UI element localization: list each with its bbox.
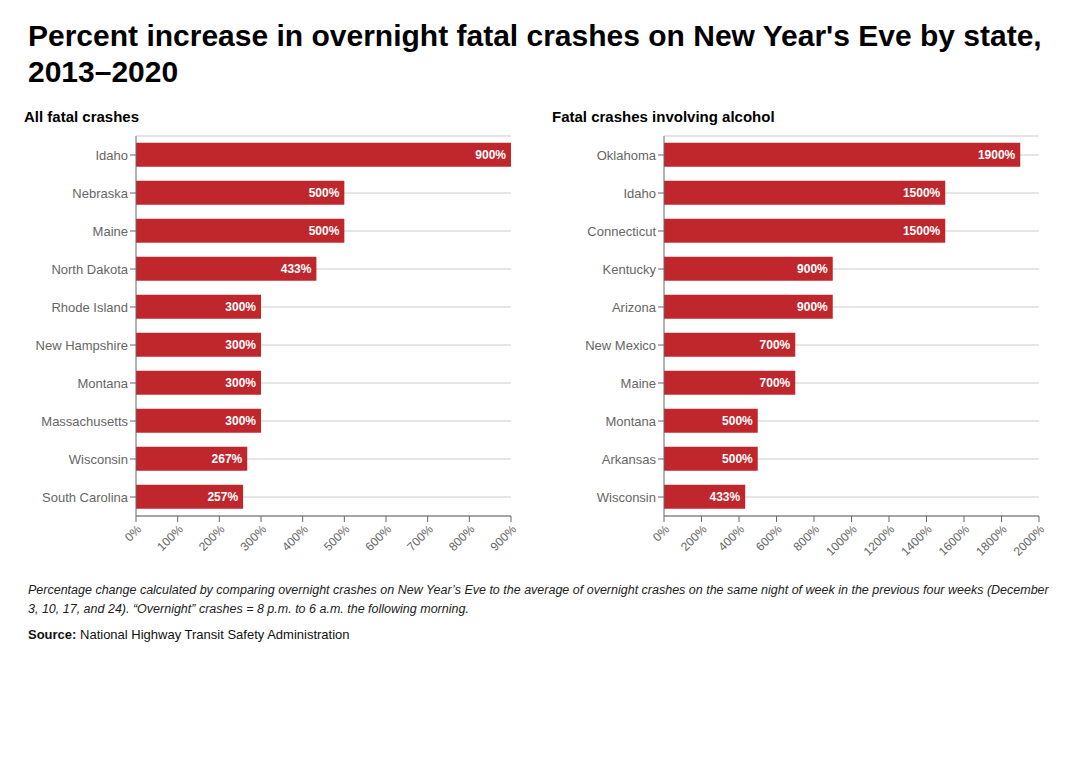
svg-text:900%: 900% — [488, 522, 520, 554]
svg-text:267%: 267% — [212, 452, 243, 466]
svg-text:2000%: 2000% — [1011, 522, 1048, 559]
svg-text:300%: 300% — [238, 522, 270, 554]
svg-text:Rhode Island: Rhode Island — [51, 300, 128, 315]
svg-text:300%: 300% — [225, 376, 256, 390]
svg-text:600%: 600% — [753, 522, 785, 554]
svg-text:800%: 800% — [791, 522, 823, 554]
svg-text:600%: 600% — [363, 522, 395, 554]
html-text:Percentage change calculated b: Percentage change calculated by comparin… — [28, 583, 1049, 616]
svg-text:500%: 500% — [722, 452, 753, 466]
svg-text:1600%: 1600% — [936, 522, 973, 559]
svg-text:700%: 700% — [760, 338, 791, 352]
svg-text:300%: 300% — [225, 300, 256, 314]
svg-text:Maine: Maine — [93, 224, 128, 239]
html-text:Fatal crashes involving alcoho: Fatal crashes involving alcohol — [552, 108, 775, 125]
svg-text:Arkansas: Arkansas — [602, 452, 657, 467]
html-text:Source: National Highway Trans: Source: National Highway Transit Safety … — [28, 626, 350, 642]
svg-text:500%: 500% — [309, 224, 340, 238]
svg-text:433%: 433% — [281, 262, 312, 276]
svg-text:500%: 500% — [321, 522, 353, 554]
svg-text:100%: 100% — [154, 522, 186, 554]
svg-text:700%: 700% — [404, 522, 436, 554]
svg-text:Connecticut: Connecticut — [587, 224, 656, 239]
svg-text:1200%: 1200% — [861, 522, 898, 559]
svg-text:1400%: 1400% — [898, 522, 935, 559]
svg-text:1500%: 1500% — [903, 224, 941, 238]
svg-text:900%: 900% — [797, 262, 828, 276]
svg-text:400%: 400% — [279, 522, 311, 554]
svg-text:1500%: 1500% — [903, 186, 941, 200]
svg-text:Nebraska: Nebraska — [72, 186, 128, 201]
svg-text:New Mexico: New Mexico — [585, 338, 656, 353]
svg-text:Arizona: Arizona — [612, 300, 657, 315]
svg-text:257%: 257% — [207, 490, 238, 504]
svg-text:800%: 800% — [446, 522, 478, 554]
svg-text:300%: 300% — [225, 414, 256, 428]
svg-text:Kentucky: Kentucky — [603, 262, 657, 277]
svg-text:0%: 0% — [122, 522, 144, 544]
html-text:Percent increase in overnight: Percent increase in overnight fatal cras… — [28, 19, 1042, 88]
svg-text:0%: 0% — [650, 522, 672, 544]
svg-text:North Dakota: North Dakota — [51, 262, 128, 277]
svg-text:Idaho: Idaho — [623, 186, 656, 201]
svg-text:Wisconsin: Wisconsin — [69, 452, 128, 467]
svg-text:400%: 400% — [716, 522, 748, 554]
svg-text:Montana: Montana — [77, 376, 128, 391]
svg-text:Maine: Maine — [621, 376, 656, 391]
svg-text:300%: 300% — [225, 338, 256, 352]
svg-text:Wisconsin: Wisconsin — [597, 490, 656, 505]
svg-text:200%: 200% — [196, 522, 228, 554]
svg-text:500%: 500% — [722, 414, 753, 428]
svg-text:1800%: 1800% — [973, 522, 1010, 559]
svg-text:200%: 200% — [678, 522, 710, 554]
svg-text:433%: 433% — [709, 490, 740, 504]
html-text:All fatal crashes: All fatal crashes — [24, 108, 140, 125]
svg-text:900%: 900% — [797, 300, 828, 314]
svg-text:South Carolina: South Carolina — [42, 490, 129, 505]
svg-text:900%: 900% — [475, 148, 506, 162]
svg-text:1900%: 1900% — [978, 148, 1016, 162]
svg-text:Idaho: Idaho — [95, 148, 128, 163]
svg-text:Oklahoma: Oklahoma — [597, 148, 657, 163]
svg-text:1000%: 1000% — [823, 522, 860, 559]
svg-text:New Hampshire: New Hampshire — [36, 338, 128, 353]
svg-text:Montana: Montana — [605, 414, 656, 429]
svg-text:700%: 700% — [760, 376, 791, 390]
svg-text:Massachusetts: Massachusetts — [41, 414, 128, 429]
svg-text:500%: 500% — [309, 186, 340, 200]
